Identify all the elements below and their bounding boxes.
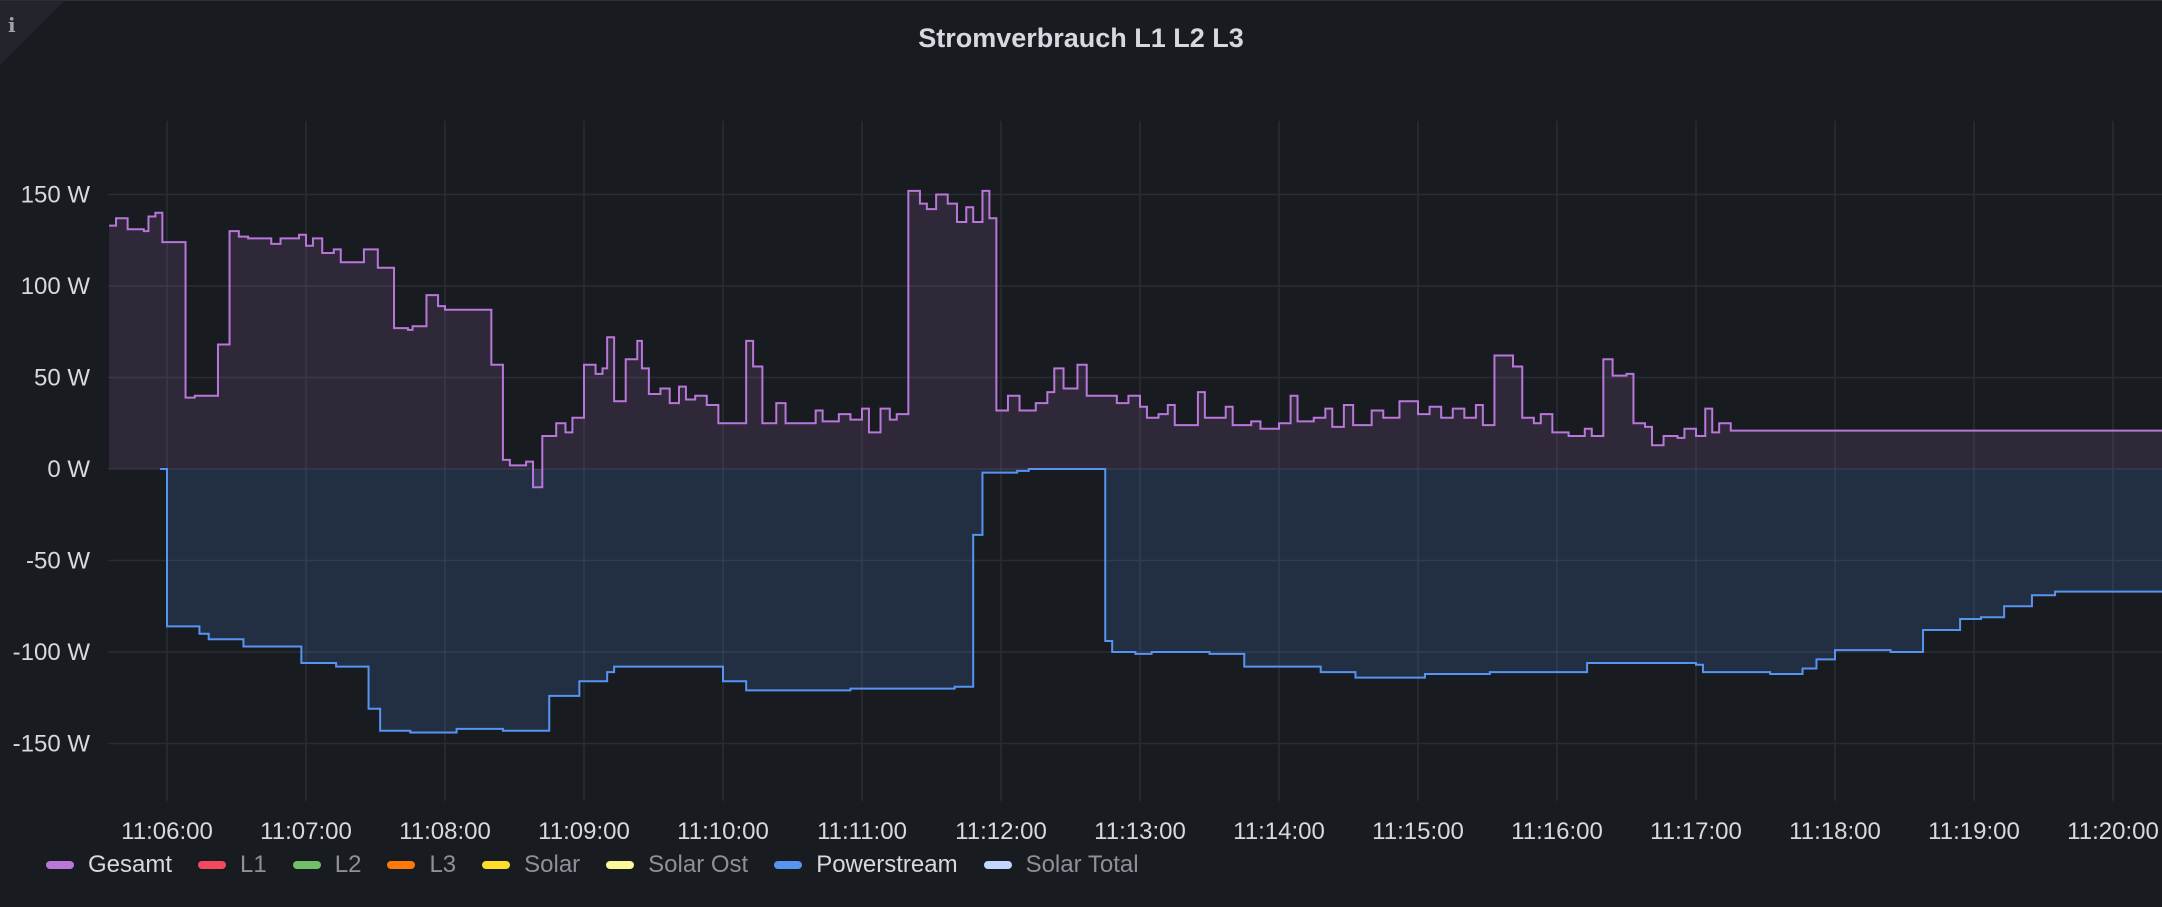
x-tick-label: 11:11:00	[817, 818, 907, 845]
x-tick-label: 11:08:00	[399, 818, 491, 845]
y-tick-label: -150 W	[13, 731, 91, 758]
x-tick-label: 11:18:00	[1789, 818, 1881, 845]
legend-label: Gesamt	[88, 851, 173, 878]
x-axis: 11:06:00 11:07:00 11:08:00 11:09:00 11:10:00…	[121, 818, 2159, 845]
legend-swatch	[198, 861, 227, 869]
legend-swatch	[774, 861, 803, 869]
legend-item-l3[interactable]: L3	[387, 851, 456, 879]
legend-item-gesamt[interactable]: Gesamt	[46, 851, 172, 879]
series-line-powerstream[interactable]	[160, 468, 2162, 734]
x-tick-label: 11:13:00	[1094, 818, 1186, 845]
legend-swatch	[606, 861, 635, 869]
x-tick-label: 11:15:00	[1372, 818, 1464, 845]
series-area-powerstream	[160, 469, 2162, 733]
legend-swatch	[292, 861, 321, 869]
chart-legend: Gesamt L1 L2 L3 Solar Solar Ost Powerstream Sol…	[46, 851, 1165, 879]
series-line-gesamt[interactable]	[109, 189, 2162, 489]
legend-swatch	[983, 861, 1012, 869]
legend-label: Powerstream	[816, 851, 958, 878]
x-tick-label: 11:12:00	[955, 818, 1047, 845]
panel-title: Stromverbrauch L1 L2 L3	[918, 23, 1244, 53]
x-tick-label: 11:19:00	[1928, 818, 2020, 845]
x-tick-label: 11:16:00	[1511, 818, 1603, 845]
x-tick-label: 11:20:00	[2067, 818, 2159, 845]
panel-info-corner[interactable]	[0, 1, 64, 65]
legend-swatch	[46, 861, 74, 869]
legend-item-solar-total[interactable]: Solar Total	[983, 851, 1139, 879]
chart-lines	[109, 189, 2162, 734]
legend-label: Solar	[524, 851, 581, 878]
x-tick-label: 11:17:00	[1650, 818, 1742, 845]
x-tick-label: 11:07:00	[260, 818, 352, 845]
y-tick-label: -50 W	[26, 548, 90, 575]
y-tick-label: -100 W	[13, 639, 91, 666]
chart-grid	[108, 121, 2162, 801]
legend-item-solar-ost[interactable]: Solar Ost	[606, 851, 748, 879]
y-tick-label: 150 W	[21, 182, 91, 209]
legend-item-solar[interactable]: Solar	[482, 851, 580, 879]
x-tick-label: 11:06:00	[121, 818, 213, 845]
legend-swatch	[482, 861, 511, 869]
y-tick-label: 0 W	[47, 456, 90, 483]
y-axis: 150 W 100 W 50 W 0 W -50 W -100 W -150 W	[13, 182, 91, 758]
legend-item-powerstream[interactable]: Powerstream	[774, 851, 958, 879]
legend-label: L3	[429, 851, 457, 878]
legend-label: L2	[334, 851, 362, 878]
x-tick-label: 11:14:00	[1233, 818, 1325, 845]
series-area-gesamt	[109, 190, 2162, 488]
x-tick-label: 11:09:00	[538, 818, 630, 845]
legend-label: L1	[240, 851, 267, 878]
x-tick-label: 11:10:00	[677, 818, 769, 845]
info-icon[interactable]: i	[8, 13, 16, 37]
y-tick-label: 50 W	[34, 365, 90, 392]
legend-item-l1[interactable]: L1	[198, 851, 267, 879]
legend-item-l2[interactable]: L2	[292, 851, 362, 879]
legend-label: Solar Total	[1025, 851, 1139, 878]
y-tick-label: 100 W	[21, 273, 91, 300]
legend-swatch	[387, 861, 416, 869]
legend-label: Solar Ost	[648, 851, 749, 878]
